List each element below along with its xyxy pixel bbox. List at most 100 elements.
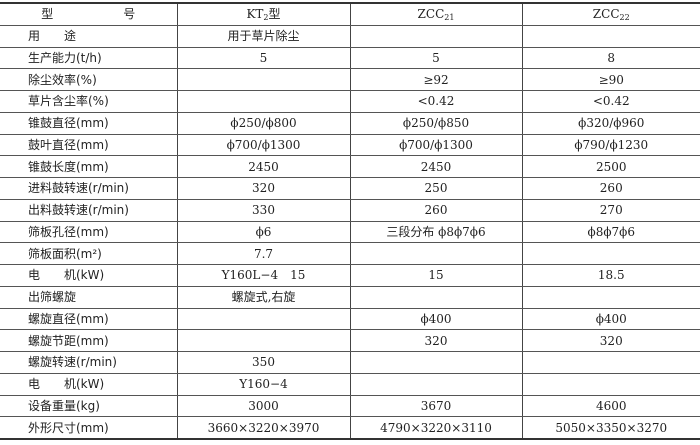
row-label: 出筛螺旋: [0, 285, 177, 309]
row-label: 电 机(kW): [0, 264, 177, 287]
row-label: 生产能力(t/h): [0, 46, 177, 70]
table-row: 出料鼓转速(r/min) 330 260 270: [0, 198, 700, 222]
cell-value: ≥92: [349, 68, 522, 91]
row-label: 螺旋转速(r/min): [0, 351, 177, 374]
row-label: 筛板面积(m²): [0, 242, 177, 265]
table-row: 进料鼓转速(r/min) 320 250 260: [0, 177, 700, 200]
table-row: 螺旋直径(mm) ϕ400 ϕ400: [0, 307, 700, 331]
row-label: 除尘效率(%): [0, 68, 177, 91]
header-row: 型号 KT2型 ZCC21 ZCC22: [0, 1, 700, 26]
table-row: 设备重量(kg) 3000 3670 4600: [0, 394, 700, 418]
row-label: 用 途: [0, 24, 177, 48]
cell-value: 3670: [349, 394, 522, 418]
row-label: 外形尺寸(mm): [0, 416, 177, 441]
cell-value: 18.5: [521, 264, 700, 287]
cell-value: 三段分布 ϕ8ϕ7ϕ6: [349, 220, 522, 244]
cell-value: ϕ6: [176, 220, 350, 244]
cell-value: [521, 285, 700, 309]
cell-value: 4600: [521, 394, 700, 418]
cell-value: 260: [521, 177, 700, 200]
cell-value: 7.7: [176, 242, 350, 265]
table-row: 出筛螺旋 螺旋式,右旋: [0, 285, 700, 309]
model-sub: 22: [619, 13, 630, 23]
cell-value: 5: [349, 46, 522, 70]
model-base: ZCC: [417, 7, 445, 22]
row-label: 锥鼓长度(mm): [0, 155, 177, 178]
cell-value: 5050×3350×3270: [521, 416, 700, 441]
model-base: ZCC: [592, 7, 620, 22]
cell-value: 320: [176, 177, 350, 200]
cell-value: [349, 242, 522, 265]
cell-value: 2500: [521, 155, 700, 178]
row-label: 筛板孔径(mm): [0, 220, 177, 244]
table-row: 电 机(kW) Y160−4: [0, 372, 700, 396]
model-zcc22: ZCC22: [521, 1, 700, 26]
cell-value: 15: [349, 264, 522, 287]
row-label: 鼓叶直径(mm): [0, 133, 177, 157]
cell-value: [521, 351, 700, 374]
cell-value: 5: [176, 46, 350, 70]
row-label: 螺旋节距(mm): [0, 329, 177, 352]
model-zcc21: ZCC21: [349, 1, 522, 26]
cell-value: 260: [349, 198, 522, 222]
table-row: 外形尺寸(mm) 3660×3220×3970 4790×3220×3110 5050…: [0, 416, 700, 441]
row-label: 螺旋直径(mm): [0, 307, 177, 331]
cell-value: 3660×3220×3970: [176, 416, 350, 441]
table-row: 螺旋节距(mm) 320 320: [0, 329, 700, 352]
header-label-2: 号: [123, 7, 136, 22]
row-label: 进料鼓转速(r/min): [0, 177, 177, 200]
header-label: 型号: [0, 1, 177, 26]
cell-value: 250: [349, 177, 522, 200]
cell-value: [176, 90, 350, 113]
cell-value: ϕ250/ϕ800: [176, 111, 350, 135]
model-suffix: 型: [268, 7, 281, 22]
model-sub: 2: [263, 13, 269, 23]
cell-value: ϕ400: [521, 307, 700, 331]
cell-value: ϕ320/ϕ960: [521, 111, 700, 135]
table-row: 螺旋转速(r/min) 350: [0, 351, 700, 374]
cell-value: 2450: [349, 155, 522, 178]
table-row: 用 途用于草片除尘: [0, 24, 700, 48]
header-label-1: 型: [41, 7, 54, 22]
cell-value: [176, 68, 350, 91]
cell-value: 320: [349, 329, 522, 352]
cell-value: [521, 24, 700, 48]
table-row: 鼓叶直径(mm) ϕ700/ϕ1300 ϕ700/ϕ1300 ϕ790/ϕ1230: [0, 133, 700, 157]
cell-value: 3000: [176, 394, 350, 418]
cell-value: <0.42: [521, 90, 700, 113]
model-kt2: KT2型: [176, 1, 350, 26]
cell-value: ϕ250/ϕ850: [349, 111, 522, 135]
row-label: 电 机(kW): [0, 372, 177, 396]
table-row: 生产能力(t/h) 5 5 8: [0, 46, 700, 70]
cell-value: <0.42: [349, 90, 522, 113]
cell-value: [176, 329, 350, 352]
cell-value: [349, 351, 522, 374]
cell-value: ϕ700/ϕ1300: [349, 133, 522, 157]
row-label: 草片含尘率(%): [0, 90, 177, 113]
cell-value: 2450: [176, 155, 350, 178]
cell-value: ϕ790/ϕ1230: [521, 133, 700, 157]
cell-value: ϕ400: [349, 307, 522, 331]
cell-value: [349, 372, 522, 396]
cell-value: 8: [521, 46, 700, 70]
row-label: 锥鼓直径(mm): [0, 111, 177, 135]
cell-value: 320: [521, 329, 700, 352]
table-row: 电 机(kW) Y160L−4 15 15 18.5: [0, 264, 700, 287]
table-row: 锥鼓直径(mm) ϕ250/ϕ800 ϕ250/ϕ850 ϕ320/ϕ960: [0, 111, 700, 135]
row-label: 设备重量(kg): [0, 394, 177, 418]
table-row: 锥鼓长度(mm) 2450 2450 2500: [0, 155, 700, 178]
cell-value: Y160L−4 15: [176, 264, 350, 287]
cell-value: 330: [176, 198, 350, 222]
cell-value: ϕ700/ϕ1300: [176, 133, 350, 157]
model-base: KT: [246, 7, 264, 22]
table-row: 除尘效率(%) ≥92 ≥90: [0, 68, 700, 91]
cell-value: [349, 24, 522, 48]
row-label: 出料鼓转速(r/min): [0, 198, 177, 222]
cell-value: 用于草片除尘: [176, 24, 350, 48]
cell-value: 4790×3220×3110: [349, 416, 522, 441]
cell-value: ≥90: [521, 68, 700, 91]
table-row: 筛板面积(m²) 7.7: [0, 242, 700, 265]
cell-value: Y160−4: [176, 372, 350, 396]
table-row: 草片含尘率(%) <0.42 <0.42: [0, 90, 700, 113]
